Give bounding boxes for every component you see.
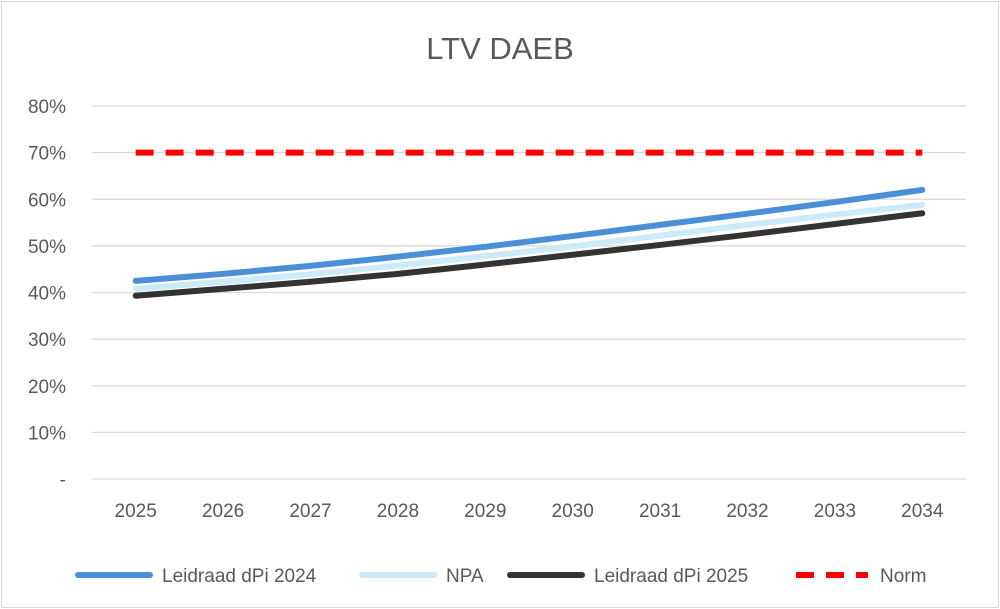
- x-tick-label: 2032: [726, 501, 768, 522]
- y-tick-label: 30%: [28, 330, 66, 351]
- series-line-leidraad-dpi-2024: [132, 186, 926, 284]
- y-tick-label: 50%: [28, 237, 66, 258]
- legend-label: Leidraad dPi 2025: [594, 566, 748, 587]
- x-tick-label: 2028: [377, 501, 419, 522]
- y-tick-label: 60%: [28, 190, 66, 211]
- legend-label: Norm: [880, 566, 926, 587]
- x-tick-label: 2026: [202, 501, 244, 522]
- x-tick-label: 2025: [115, 501, 157, 522]
- y-tick-label: 70%: [28, 144, 66, 165]
- series-line-leidraad-dpi-2025: [132, 210, 926, 299]
- y-tick-label: 10%: [28, 423, 66, 444]
- legend-label: Leidraad dPi 2024: [162, 566, 317, 587]
- y-tick-label: 20%: [28, 377, 66, 398]
- legend-label: NPA: [446, 566, 484, 587]
- y-tick-label: 80%: [28, 97, 66, 118]
- x-tick-label: 2029: [464, 501, 506, 522]
- x-tick-label: 2030: [552, 501, 594, 522]
- y-tick-label: -: [60, 470, 66, 491]
- series-line-npa: [132, 201, 926, 292]
- x-tick-label: 2034: [901, 501, 944, 522]
- y-tick-label: 40%: [28, 284, 66, 305]
- chart-title: LTV DAEB: [426, 31, 574, 66]
- x-tick-label: 2033: [814, 501, 856, 522]
- x-tick-label: 2027: [289, 501, 331, 522]
- x-tick-label: 2031: [639, 501, 681, 522]
